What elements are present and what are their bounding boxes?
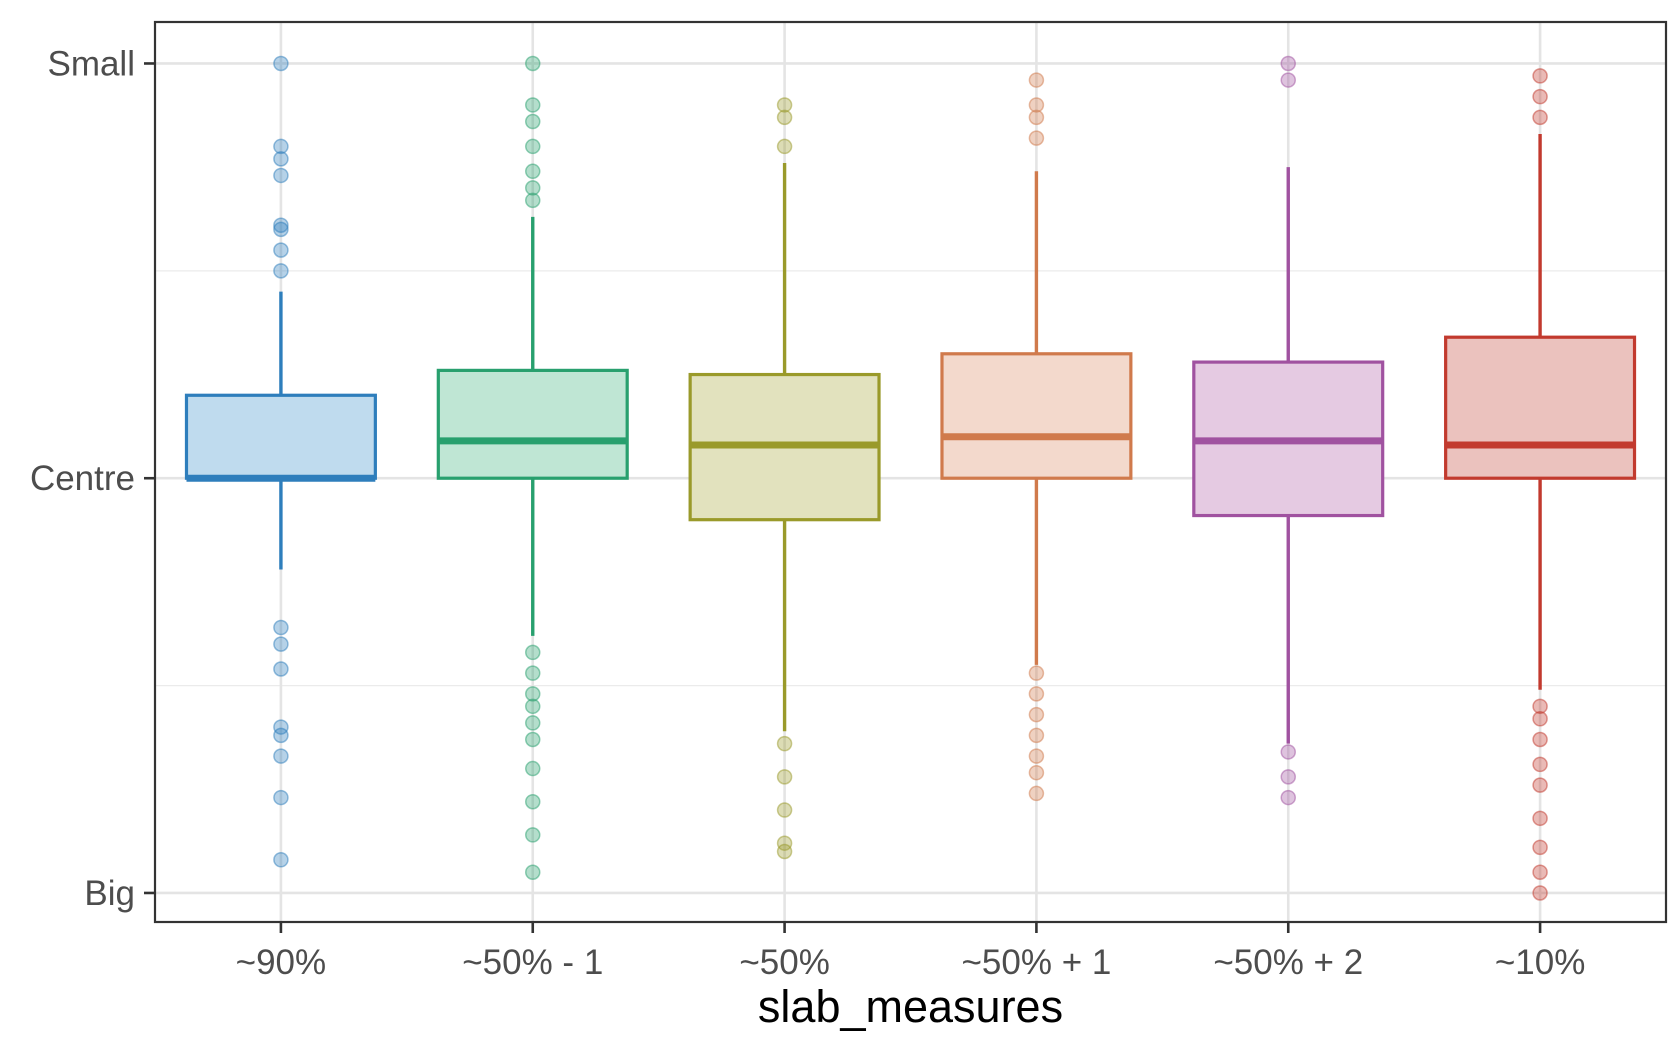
outlier-point — [1028, 130, 1045, 146]
outlier-point — [525, 686, 541, 702]
y-tick-label: Big — [84, 874, 135, 913]
outlier-point — [776, 802, 793, 818]
outlier-point — [525, 864, 541, 880]
box-iqr — [184, 393, 377, 480]
outlier-point — [525, 113, 541, 130]
outlier-point — [1280, 789, 1296, 806]
outlier-point — [1028, 665, 1045, 681]
outlier-point — [776, 735, 793, 752]
outlier-point — [525, 644, 541, 661]
outlier-point — [1280, 72, 1296, 88]
outlier-point — [1028, 785, 1045, 802]
panel-border — [153, 20, 1668, 924]
outlier-point — [525, 665, 541, 681]
outlier-point — [1532, 885, 1548, 901]
outlier-point — [776, 769, 793, 785]
outlier-point — [1028, 764, 1045, 781]
outlier-point — [525, 55, 541, 72]
panel-background — [155, 22, 1666, 922]
outlier-point — [273, 661, 289, 677]
outlier-point — [273, 719, 289, 735]
box-iqr — [940, 352, 1133, 480]
outlier-point — [525, 192, 541, 209]
outlier-point — [1028, 72, 1045, 88]
x-tick-label: ~50% — [739, 943, 830, 982]
outlier-point — [273, 727, 289, 744]
outlier-point — [776, 109, 793, 126]
outlier-point — [1532, 109, 1548, 126]
outlier-point — [1280, 769, 1296, 785]
outlier-point — [273, 852, 289, 868]
outlier-point — [1532, 68, 1548, 84]
outlier-point — [273, 619, 289, 636]
outlier-point — [525, 793, 541, 810]
outlier-point — [525, 760, 541, 777]
outlier-point — [525, 138, 541, 155]
y-tick-label: Centre — [30, 459, 135, 498]
outlier-point — [273, 789, 289, 806]
x-tick-label: ~50% + 2 — [1213, 943, 1363, 982]
outlier-point — [273, 151, 289, 167]
x-tick-label: ~50% + 1 — [961, 943, 1111, 982]
outlier-point — [1532, 864, 1548, 880]
outlier-point — [1028, 686, 1045, 702]
outlier-point — [1280, 744, 1296, 760]
outlier-point — [1532, 810, 1548, 827]
outlier-point — [525, 698, 541, 715]
outlier-point — [776, 97, 793, 113]
outlier-point — [273, 217, 289, 233]
outlier-point — [1532, 756, 1548, 773]
outlier-point — [525, 827, 541, 843]
box-group-1 — [184, 55, 377, 868]
outlier-point — [1028, 97, 1045, 113]
outlier-point — [273, 636, 289, 652]
outlier-point — [1028, 109, 1045, 126]
box-iqr — [436, 368, 629, 480]
box-group-5 — [1192, 55, 1385, 806]
outlier-point — [776, 843, 793, 860]
grid-layer — [155, 22, 1666, 922]
outlier-point — [1280, 55, 1296, 72]
outlier-point — [1532, 698, 1548, 715]
outlier-point — [776, 835, 793, 851]
box-group-6 — [1444, 68, 1637, 901]
outlier-point — [525, 97, 541, 113]
outlier-point — [525, 180, 541, 196]
outlier-point — [1532, 711, 1548, 727]
outlier-point — [1532, 777, 1548, 793]
box-iqr — [1444, 335, 1637, 480]
outlier-point — [273, 263, 289, 279]
outlier-point — [273, 242, 289, 258]
box-group-4 — [940, 72, 1133, 802]
outlier-point — [1532, 88, 1548, 105]
x-tick-label: ~50% - 1 — [462, 943, 603, 982]
outlier-point — [1028, 748, 1045, 764]
box-group-2 — [436, 55, 629, 880]
outlier-point — [273, 221, 289, 238]
outlier-point — [776, 138, 793, 155]
outlier-point — [273, 138, 289, 155]
outlier-point — [273, 55, 289, 72]
x-axis-title: slab_measures — [758, 981, 1063, 1032]
outlier-point — [273, 748, 289, 764]
outlier-point — [1028, 727, 1045, 744]
outlier-point — [525, 715, 541, 731]
y-tick-label: Small — [47, 44, 135, 83]
x-tick-label: ~10% — [1495, 943, 1586, 982]
outlier-point — [1532, 839, 1548, 856]
outlier-point — [273, 167, 289, 184]
outlier-point — [525, 731, 541, 748]
marks-layer — [184, 55, 1637, 901]
outlier-point — [1532, 731, 1548, 748]
box-group-3 — [688, 97, 881, 860]
outlier-point — [1028, 706, 1045, 723]
outlier-point — [525, 163, 541, 180]
x-tick-label: ~90% — [236, 943, 327, 982]
axes-layer: Small Centre Big ~90% ~50% - 1 ~50% ~50% + 1 ~5… — [30, 44, 1585, 982]
